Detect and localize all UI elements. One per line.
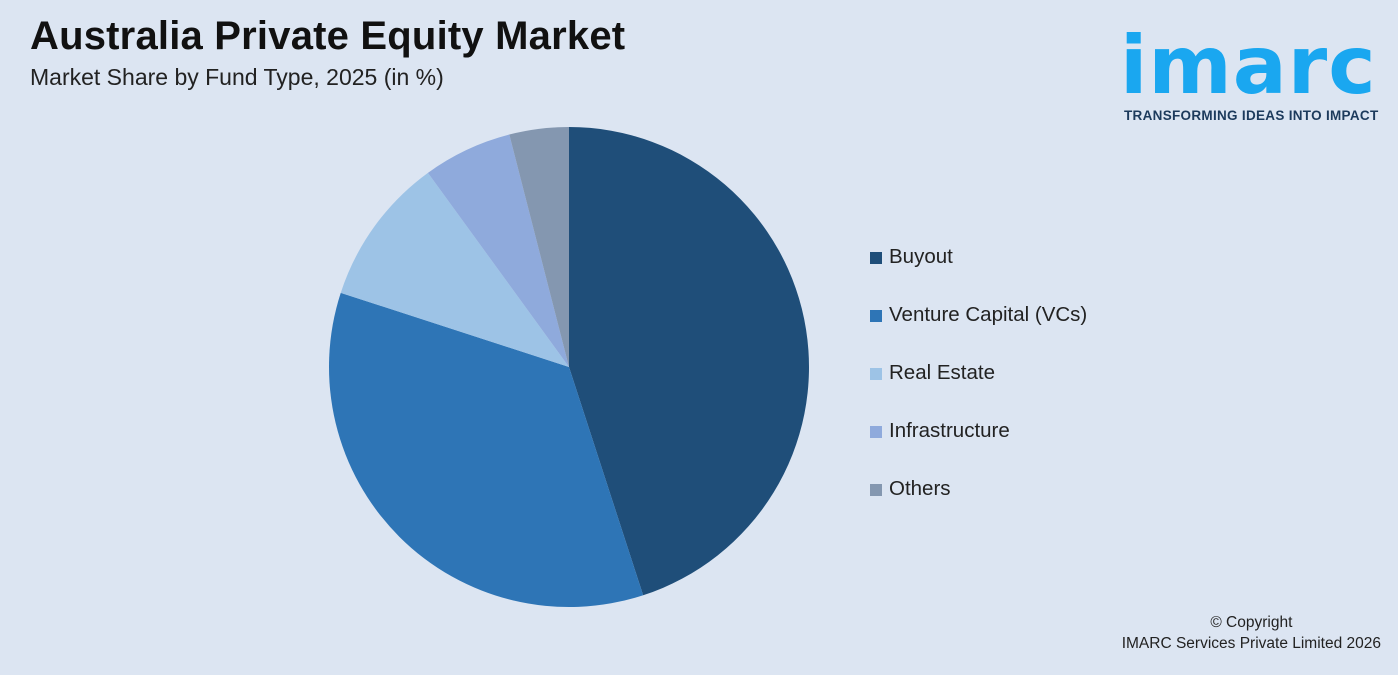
legend-item-venture-capital: Venture Capital (VCs)	[870, 286, 1087, 344]
legend-swatch-others	[870, 483, 882, 496]
legend-swatch-real-estate	[870, 367, 882, 380]
legend-label-infrastructure: Infrastructure	[889, 419, 1010, 442]
logo-tagline: TRANSFORMING IDEAS INTO IMPACT	[1124, 108, 1379, 123]
legend-label-real-estate: Real Estate	[889, 361, 995, 384]
legend-swatch-venture-capital	[870, 309, 882, 322]
copyright-notice: © Copyright IMARC Services Private Limit…	[1122, 612, 1381, 654]
pie-slice-buyout	[569, 127, 810, 596]
chart-title: Australia Private Equity Market	[30, 14, 626, 58]
legend-swatch-buyout	[870, 251, 882, 264]
legend-label-buyout: Buyout	[889, 245, 953, 268]
copyright-line-1: © Copyright	[1210, 614, 1293, 631]
pie-slice-real-estate	[340, 172, 569, 367]
chart-legend: Buyout Venture Capital (VCs) Real Estate…	[870, 228, 1087, 518]
pie-slice-venture-capital-vcs	[328, 292, 644, 608]
legend-item-others: Others	[870, 460, 1087, 518]
pie-slice-others	[509, 127, 569, 367]
legend-label-others: Others	[889, 477, 951, 500]
pie-chart	[328, 127, 810, 608]
pie-slice-infrastructure	[427, 134, 569, 367]
legend-label-venture-capital: Venture Capital (VCs)	[889, 303, 1088, 326]
legend-swatch-infrastructure	[870, 425, 882, 438]
legend-item-infrastructure: Infrastructure	[870, 402, 1087, 460]
chart-subtitle: Market Share by Fund Type, 2025 (in %)	[30, 64, 444, 90]
legend-item-real-estate: Real Estate	[870, 344, 1087, 402]
legend-item-buyout: Buyout	[870, 228, 1087, 286]
copyright-line-2: IMARC Services Private Limited 2026	[1121, 635, 1381, 652]
imarc-logo: imarc TRANSFORMING IDEAS INTO IMPACT	[1120, 12, 1390, 127]
logo-wordmark: imarc	[1120, 19, 1377, 112]
